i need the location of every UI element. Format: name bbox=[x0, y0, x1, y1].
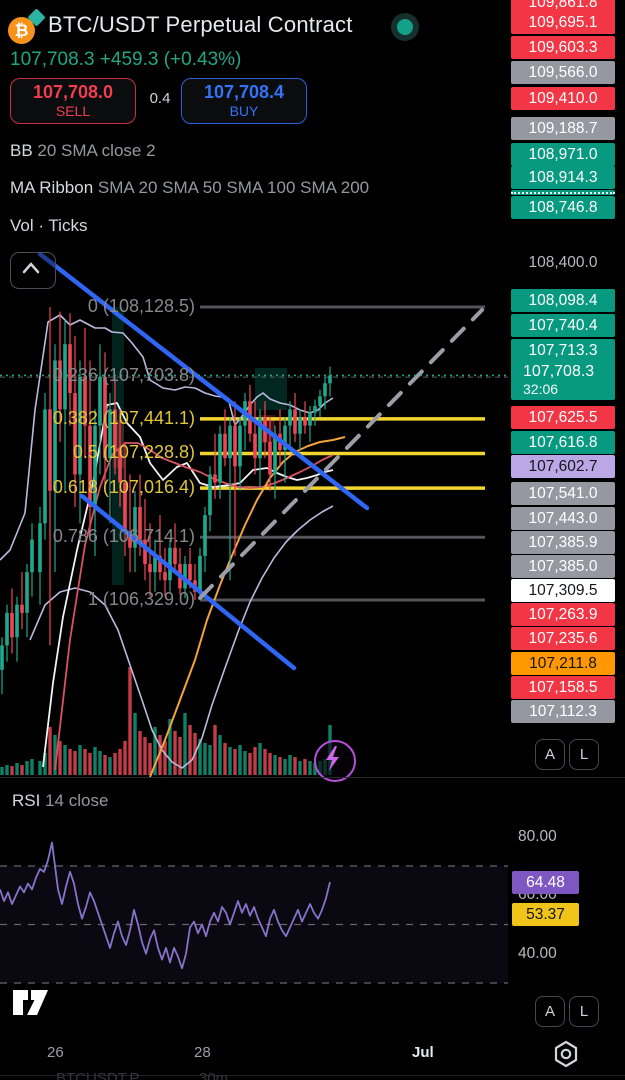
ladder-price-row[interactable]: 109,188.7 bbox=[511, 117, 615, 140]
settings-gear-icon[interactable] bbox=[551, 1039, 581, 1069]
ladder-price-row[interactable]: 107,713.3 bbox=[511, 339, 615, 362]
ladder-price-row[interactable]: 108,746.8 bbox=[511, 196, 615, 219]
ladder-price-row[interactable]: 107,616.8 bbox=[511, 431, 615, 454]
price-change: +459.3 (+0.43%) bbox=[99, 49, 242, 70]
buy-label: BUY bbox=[229, 103, 259, 119]
descending-channel-upper bbox=[37, 251, 370, 511]
rsi-indicator-row[interactable]: RSI 14 close bbox=[12, 791, 109, 810]
descending-channel-lower bbox=[79, 493, 297, 671]
chevron-up-icon bbox=[22, 262, 40, 274]
ladder-price-row[interactable]: 107,309.5 bbox=[511, 579, 615, 602]
ladder-price-row: 108,400.0 bbox=[528, 254, 598, 271]
time-axis-label: 26 bbox=[47, 1044, 64, 1061]
rsi-chart[interactable] bbox=[0, 815, 625, 990]
ladder-price-row[interactable]: 109,861.8 bbox=[511, 0, 615, 14]
time-axis-label: 28 bbox=[194, 1044, 211, 1061]
sell-label: SELL bbox=[55, 103, 91, 119]
fib-level-label: 0.786 (106,714.1) bbox=[52, 526, 195, 547]
bottom-divider bbox=[0, 1075, 625, 1076]
main-price-chart[interactable] bbox=[0, 250, 625, 777]
spread-value: 0.4 bbox=[149, 90, 171, 107]
instant-trade-button[interactable] bbox=[314, 740, 356, 782]
auto-button-bottom[interactable]: A bbox=[535, 996, 565, 1027]
collapse-panel-button[interactable] bbox=[10, 252, 56, 289]
fib-level-label: 0.5 (107,228.8) bbox=[72, 442, 195, 463]
buy-price: 107,708.4 bbox=[203, 82, 285, 102]
ladder-price-row[interactable]: 109,695.1 bbox=[511, 11, 615, 34]
rsi-line bbox=[0, 841, 331, 970]
fib-level-label: 0 (108,128.5) bbox=[87, 296, 195, 316]
pane-divider bbox=[0, 777, 625, 778]
market-status-dot-icon bbox=[391, 13, 419, 41]
rsi-axis-40: 40.00 bbox=[518, 944, 557, 962]
log-scale-button-bottom[interactable]: L bbox=[569, 996, 599, 1027]
ladder-price-row[interactable]: 108,971.0 bbox=[511, 143, 615, 166]
ascending-dashed-trendline bbox=[198, 308, 484, 600]
ladder-partial-row[interactable] bbox=[511, 190, 615, 195]
bb-upper-line bbox=[0, 314, 334, 561]
rsi-ma-value-badge: 53.37 bbox=[512, 903, 579, 927]
ladder-price-row[interactable]: 109,410.0 bbox=[511, 87, 615, 110]
ladder-price-row[interactable]: 107,385.9 bbox=[511, 531, 615, 554]
ladder-current-price-row[interactable]: 107,708.3 32:06 bbox=[511, 360, 615, 400]
buy-button[interactable]: 107,708.4 BUY bbox=[181, 78, 307, 124]
sma-50-line bbox=[54, 442, 334, 771]
ladder-price-row[interactable]: 107,385.0 bbox=[511, 555, 615, 578]
ladder-price-row[interactable]: 107,625.5 bbox=[511, 406, 615, 429]
indicator-row-ma-ribbon[interactable]: MA Ribbon SMA 20 SMA 50 SMA 100 SMA 200 bbox=[10, 178, 370, 197]
log-scale-button[interactable]: L bbox=[569, 739, 599, 770]
rsi-value-badge: 64.48 bbox=[512, 870, 579, 894]
last-price: 107,708.3 bbox=[10, 49, 95, 70]
auto-button[interactable]: A bbox=[535, 739, 565, 770]
lightning-bolt-icon bbox=[326, 746, 339, 771]
ladder-price-row[interactable]: 107,211.8 bbox=[511, 652, 615, 675]
fib-level-label: 0.236 (107,703.8) bbox=[52, 365, 195, 386]
sell-button[interactable]: 107,708.0 SELL bbox=[10, 78, 136, 124]
sell-price: 107,708.0 bbox=[32, 82, 114, 102]
indicator-row-bb[interactable]: BB 20 SMA close 2 bbox=[10, 141, 156, 160]
tradingview-logo[interactable] bbox=[12, 988, 50, 1018]
rsi-axis-80: 80.00 bbox=[518, 827, 557, 845]
symbol-title[interactable]: BTC/USDT Perpetual Contract bbox=[48, 12, 353, 37]
ladder-price-row[interactable]: 107,235.6 bbox=[511, 627, 615, 650]
ladder-price-row[interactable]: 107,541.0 bbox=[511, 482, 615, 505]
ladder-price-row[interactable]: 107,740.4 bbox=[511, 314, 615, 337]
fib-level-label: 0.382 (107,441.1) bbox=[52, 407, 195, 428]
bitcoin-icon: ₿ bbox=[8, 17, 35, 44]
ladder-price-row[interactable]: 109,603.3 bbox=[511, 36, 615, 59]
clipped-symbol-label: BTCUSDT.P bbox=[56, 1070, 140, 1080]
ladder-price-row[interactable]: 108,914.3 bbox=[511, 166, 615, 189]
bb-lower-line bbox=[29, 505, 334, 769]
indicator-row-volume[interactable]: Vol · Ticks bbox=[10, 216, 88, 235]
fib-level-label: 0.618 (107,016.4) bbox=[52, 477, 195, 498]
ladder-price-row[interactable]: 107,443.0 bbox=[511, 507, 615, 530]
ladder-price-row[interactable]: 108,098.4 bbox=[511, 289, 615, 312]
ladder-price-row[interactable]: 109,566.0 bbox=[511, 61, 615, 84]
sma-100-line bbox=[149, 436, 346, 777]
last-price-row: 107,708.3 +459.3 (+0.43%) bbox=[10, 49, 241, 71]
ladder-price-row[interactable]: 107,112.3 bbox=[511, 700, 615, 723]
ladder-price-row[interactable]: 107,263.9 bbox=[511, 603, 615, 626]
clipped-interval-label: 30m bbox=[199, 1070, 229, 1080]
fib-level-label: 1 (106,329.0) bbox=[87, 588, 195, 609]
time-axis-label: Jul bbox=[412, 1044, 434, 1061]
btc-coin-icon: ₿ bbox=[8, 8, 46, 47]
ladder-price-row[interactable]: 107,602.7 bbox=[511, 455, 615, 478]
ladder-price-row[interactable]: 107,158.5 bbox=[511, 676, 615, 699]
